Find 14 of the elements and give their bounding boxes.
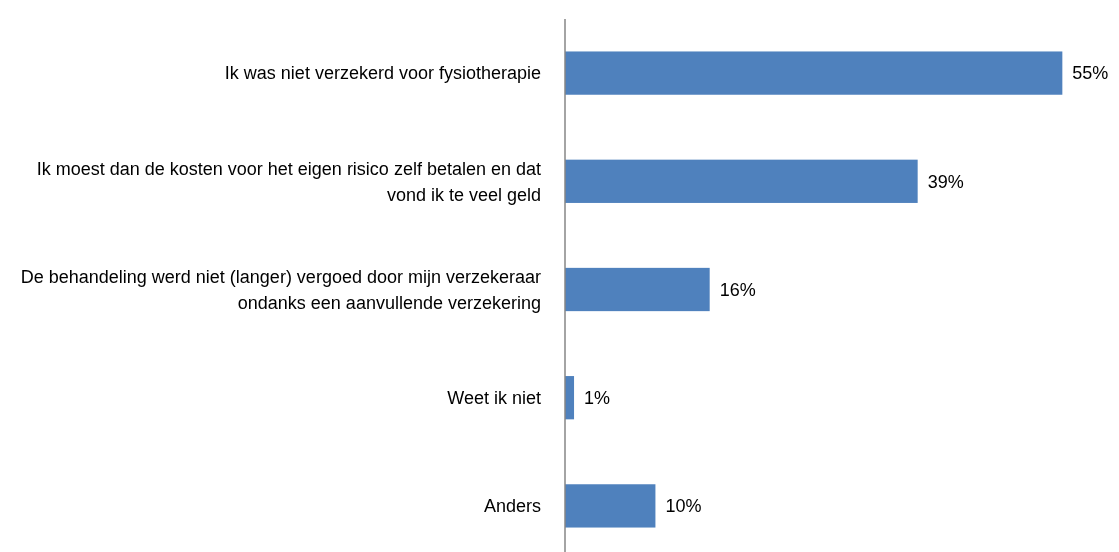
y-tick-label: Weet ik niet [447, 388, 541, 408]
bar [565, 51, 1063, 95]
y-tick-label: Ik moest dan de kosten voor het eigen risico zelf betalen en dat vond ik te veel geld [36, 158, 541, 205]
data-label: 16% [719, 279, 756, 300]
y-tick-label: De behandeling werd niet (langer) vergoed door mijn verzekeraar ondanks een aanvullende verzekering [20, 266, 541, 313]
y-tick-label: Ik was niet verzekerd voor fysiotherapie [224, 63, 541, 84]
data-label: 55% [1072, 63, 1109, 84]
data-label: 10% [665, 496, 702, 517]
bar [565, 267, 710, 312]
bar [565, 484, 656, 528]
bar [565, 159, 918, 203]
y-tick-label: Anders [483, 496, 541, 517]
data-label: 1% [584, 388, 611, 408]
data-label: 39% [927, 171, 964, 192]
